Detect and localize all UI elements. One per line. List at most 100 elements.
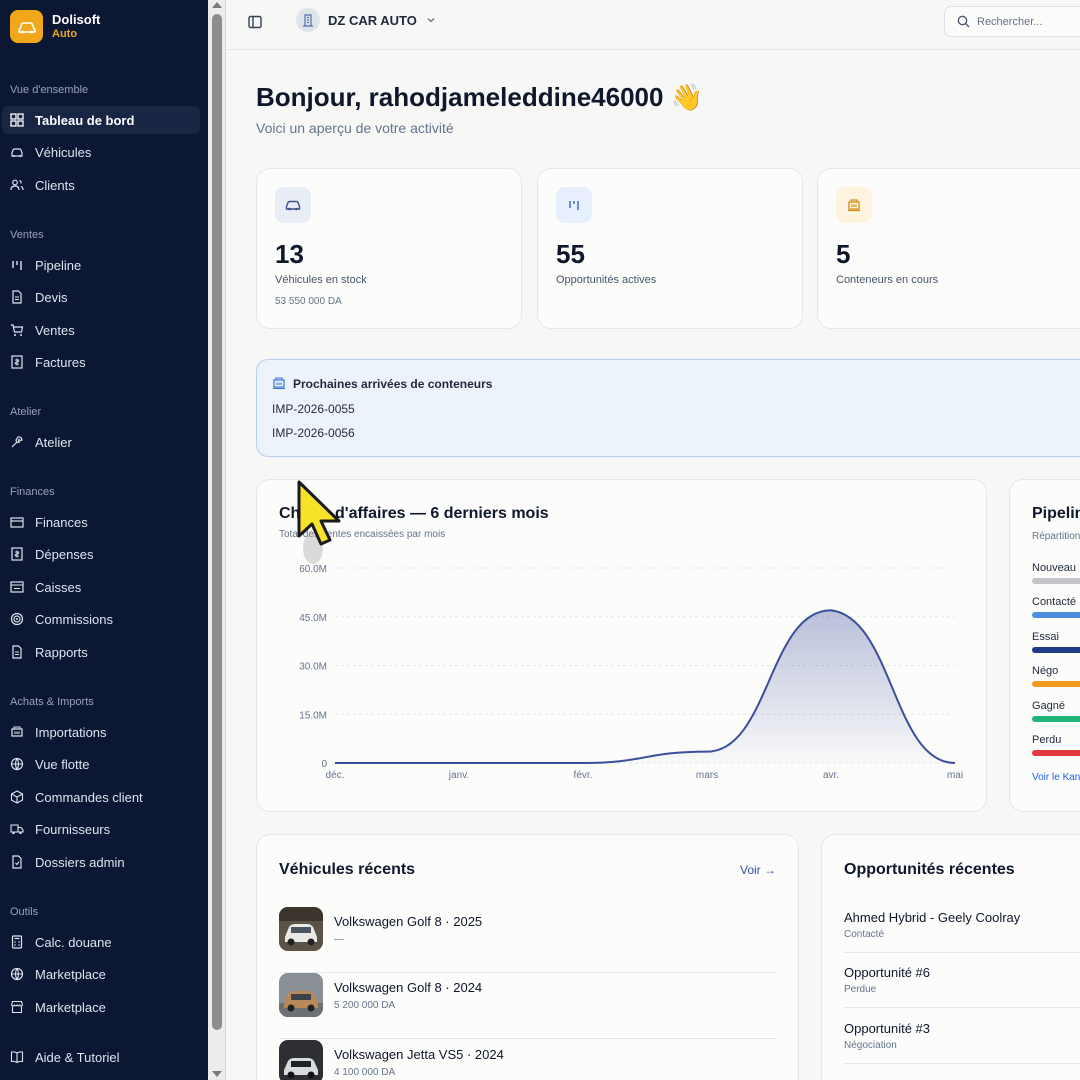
revenue-chart: 0 15.0M 30.0M 45.0M 60.0M déc. janv. févr. mars a… bbox=[299, 564, 963, 781]
pipeline-stage-bar bbox=[1032, 647, 1080, 653]
users-icon bbox=[10, 178, 24, 192]
sidebar-item-expenses[interactable]: Dépenses bbox=[2, 540, 200, 568]
scroll-up-arrow[interactable] bbox=[212, 2, 222, 8]
sidebar-item-finances[interactable]: Finances bbox=[2, 508, 200, 536]
scroll-thumb[interactable] bbox=[212, 14, 222, 1030]
y-tick-label: 30.0M bbox=[299, 662, 327, 673]
brand-car-icon bbox=[10, 10, 43, 43]
nav-section-overview: Vue d'ensemble bbox=[10, 84, 89, 96]
sidebar-item-help[interactable]: Aide & Tutoriel bbox=[2, 1043, 200, 1071]
x-tick-label: mai bbox=[947, 770, 963, 781]
arrival-item[interactable]: IMP-2026-0055 bbox=[272, 402, 355, 416]
chevron-down-icon bbox=[427, 18, 435, 23]
receipt-icon bbox=[10, 547, 24, 561]
dashboard-icon bbox=[10, 113, 24, 127]
sidebar-item-label: Commandes client bbox=[35, 789, 143, 805]
sidebar-item-label: Importations bbox=[35, 724, 107, 740]
vehicle-row[interactable]: Volkswagen Golf 8 · 2025 — bbox=[279, 907, 776, 973]
sidebar-item-label: Factures bbox=[35, 354, 86, 370]
sidebar-item-pipeline[interactable]: Pipeline bbox=[2, 251, 200, 279]
calculator-icon bbox=[10, 935, 24, 949]
sidebar-item-reports[interactable]: Rapports bbox=[2, 638, 200, 666]
nav-section-tools: Outils bbox=[10, 906, 39, 918]
stat-card-containers[interactable]: 5 Conteneurs en cours bbox=[817, 168, 1080, 329]
nav-section-purchases: Achats & Imports bbox=[10, 696, 94, 708]
x-tick-label: avr. bbox=[823, 770, 839, 781]
pipeline-title: Pipeline bbox=[1032, 505, 1080, 522]
y-tick-label: 45.0M bbox=[299, 613, 327, 624]
globe-icon bbox=[10, 757, 24, 771]
nav-section-workshop: Atelier bbox=[10, 406, 42, 418]
sidebar-item-marketplace-1[interactable]: Marketplace bbox=[2, 960, 200, 988]
sidebar-item-commissions[interactable]: Commissions bbox=[2, 605, 200, 633]
brand[interactable]: Dolisoft Auto bbox=[10, 10, 100, 43]
vehicle-row[interactable]: Volkswagen Jetta VS5 · 2024 4 100 000 DA bbox=[279, 1040, 776, 1080]
sidebar-item-dashboard[interactable]: Tableau de bord bbox=[2, 106, 200, 134]
opportunity-row[interactable]: Opportunité #6 Perdue bbox=[844, 965, 1080, 995]
x-tick-label: déc. bbox=[326, 770, 345, 781]
sidebar-item-vehicles[interactable]: Véhicules bbox=[2, 138, 200, 166]
sidebar-item-sales[interactable]: Ventes bbox=[2, 316, 200, 344]
sidebar-item-customs-calc[interactable]: Calc. douane bbox=[2, 928, 200, 956]
see-all-vehicles-link[interactable]: Voir → bbox=[739, 863, 776, 877]
sidebar-item-label: Caisses bbox=[35, 579, 82, 595]
row-divider bbox=[844, 1007, 1080, 1008]
sidebar-item-workshop[interactable]: Atelier bbox=[2, 428, 200, 456]
revenue-area bbox=[335, 610, 955, 763]
row-divider bbox=[279, 972, 776, 973]
sidebar-item-quotes[interactable]: Devis bbox=[2, 283, 200, 311]
pipeline-subtitle: Répartition bbox=[1032, 531, 1080, 542]
sidebar-item-invoices[interactable]: Factures bbox=[2, 348, 200, 376]
x-tick-label: févr. bbox=[574, 770, 593, 781]
pipeline-stage-label: Perdu bbox=[1032, 734, 1062, 746]
sidebar-item-label: Marketplace bbox=[35, 999, 106, 1015]
kanban-link[interactable]: Voir le Kanban bbox=[1032, 772, 1080, 783]
search-icon bbox=[957, 15, 970, 28]
sidebar-item-admin-files[interactable]: Dossiers admin bbox=[2, 848, 200, 876]
sidebar-item-label: Véhicules bbox=[35, 144, 92, 160]
sidebar-item-marketplace-2[interactable]: Marketplace bbox=[2, 993, 200, 1021]
brand-sub: Auto bbox=[52, 27, 78, 40]
vehicle-price: 4 100 000 DA bbox=[334, 1067, 396, 1078]
sidebar: Dolisoft Auto Vue d'ensemble Tableau de … bbox=[0, 0, 208, 1080]
sidebar-item-clients[interactable]: Clients bbox=[2, 171, 200, 199]
stat-card-vehicles[interactable]: 13 Véhicules en stock 53 550 000 DA bbox=[256, 168, 522, 329]
sidebar-item-fleet[interactable]: Vue flotte bbox=[2, 750, 200, 778]
brand-name: Dolisoft bbox=[52, 11, 101, 27]
opportunity-row[interactable]: Opportunité #3 Négociation bbox=[844, 1021, 1080, 1051]
scroll-down-arrow[interactable] bbox=[212, 1071, 222, 1077]
vehicle-row[interactable]: Volkswagen Golf 8 · 2024 5 200 000 DA bbox=[279, 973, 776, 1039]
x-tick-label: mars bbox=[696, 770, 718, 781]
vehicle-thumbnail bbox=[279, 973, 323, 1017]
truck-icon bbox=[10, 822, 24, 836]
stat-card-opportunities[interactable]: 55 Opportunités actives bbox=[537, 168, 803, 329]
pipeline-card: Pipeline Répartition Nouveau Contacté Es… bbox=[1009, 479, 1080, 812]
recent-vehicles-card: Véhicules récents Voir → Volkswagen Golf… bbox=[256, 834, 799, 1080]
opportunity-row[interactable]: Ahmed Hybrid - Geely Coolray Contacté bbox=[844, 910, 1080, 940]
sidebar-item-cashboxes[interactable]: Caisses bbox=[2, 573, 200, 601]
company-name: DZ CAR AUTO bbox=[328, 12, 417, 28]
pipeline-icon bbox=[556, 187, 592, 223]
sidebar-item-client-orders[interactable]: Commandes client bbox=[2, 783, 200, 811]
pipeline-stage-label: Nouveau bbox=[1032, 562, 1077, 574]
pipeline-stage-bar bbox=[1032, 681, 1080, 687]
search-placeholder: Rechercher... bbox=[977, 15, 1043, 28]
company-switcher[interactable]: DZ CAR AUTO bbox=[296, 8, 436, 32]
sidebar-item-label: Dépenses bbox=[35, 546, 94, 562]
sidebar-toggle-icon[interactable] bbox=[247, 14, 263, 30]
container-icon bbox=[10, 725, 24, 739]
pipeline-icon bbox=[10, 258, 24, 272]
pipeline-stage-bar bbox=[1032, 750, 1080, 756]
sidebar-item-suppliers[interactable]: Fournisseurs bbox=[2, 815, 200, 843]
stat-value: 13 bbox=[275, 239, 304, 269]
pipeline-stage-bar bbox=[1032, 612, 1080, 618]
arrival-item[interactable]: IMP-2026-0056 bbox=[272, 426, 355, 440]
recent-vehicles-title: Véhicules récents bbox=[279, 861, 416, 878]
search-input[interactable]: Rechercher... bbox=[944, 6, 1080, 37]
sidebar-item-imports[interactable]: Importations bbox=[2, 718, 200, 746]
wrench-icon bbox=[10, 435, 24, 449]
opportunity-status: Perdue bbox=[844, 984, 877, 995]
stat-sub: 53 550 000 DA bbox=[275, 296, 342, 307]
target-icon bbox=[10, 612, 24, 626]
sidebar-scrollbar[interactable] bbox=[208, 0, 226, 1080]
